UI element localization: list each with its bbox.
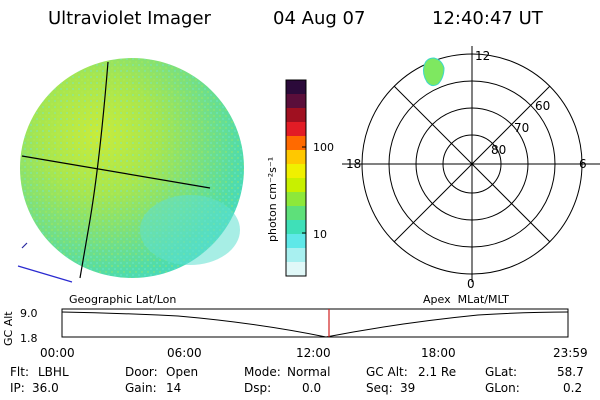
colorbar-cell	[286, 122, 306, 137]
colorbar-panel: photon cm⁻²s⁻¹	[266, 79, 307, 277]
polar-diagonal-line	[393, 85, 551, 243]
colorbar-tick-100: 100	[313, 141, 334, 154]
timeline-left-caption: Geographic Lat/Lon	[69, 293, 177, 306]
timeline-xtick-2: 12:00	[296, 346, 331, 360]
timeline-ytick-low: 1.8	[20, 332, 38, 345]
status-flt-label: Flt:	[10, 365, 29, 379]
status-flt-value: LBHL	[38, 365, 69, 379]
image-date: 04 Aug 07	[273, 8, 366, 29]
status-glat-label: GLat:	[485, 365, 518, 379]
auroral-blob	[422, 57, 445, 87]
status-door-value: Open	[166, 365, 199, 379]
status-ip-label: IP:	[10, 381, 25, 395]
uv-image-panel	[17, 58, 244, 283]
mlat-label-60: 60	[535, 99, 550, 113]
timeline-xtick-4: 23:59	[553, 346, 588, 360]
status-glon-label: GLon:	[485, 381, 520, 395]
mlat-label-70: 70	[514, 121, 529, 135]
timeline-plot	[61, 308, 569, 338]
status-dsp-value: 0.0	[302, 381, 322, 395]
orbit-track-line	[17, 265, 73, 283]
timeline-xtick-3: 18:00	[421, 346, 456, 360]
colorbar-unit-label: photon cm⁻²s⁻¹	[266, 157, 279, 242]
colorbar-cell	[286, 206, 306, 221]
colorbar-cell	[286, 150, 306, 165]
timeline-ytick-high: 9.0	[20, 307, 38, 320]
polar-mlat-mlt-plot: 12 18 6 0 60 70 80	[342, 46, 600, 291]
colorbar-cell	[286, 136, 306, 151]
colorbar-cell	[286, 164, 306, 179]
timeline-right-caption: Apex MLat/MLT	[423, 293, 509, 306]
status-glon-value: 0.2	[563, 381, 583, 395]
image-time: 12:40:47 UT	[432, 8, 543, 29]
timeline-xtick-0: 00:00	[40, 346, 75, 360]
status-gcalt-value: 2.1 Re	[418, 365, 457, 379]
status-ip-value: 36.0	[32, 381, 59, 395]
geo-grid-line	[21, 155, 211, 189]
mlt-label-18: 18	[346, 157, 361, 171]
status-gain-label: Gain:	[125, 381, 157, 395]
colorbar-cell	[286, 220, 306, 235]
geo-grid-line	[79, 61, 109, 279]
mlt-label-0: 0	[467, 277, 475, 291]
status-seq-value: 39	[400, 381, 416, 395]
colorbar-tick-10: 10	[313, 228, 327, 241]
colorbar-cell	[286, 248, 306, 263]
status-dsp-label: Dsp:	[244, 381, 272, 395]
colorbar-cell	[286, 80, 306, 95]
altitude-curve	[61, 311, 569, 338]
status-mode-value: Normal	[287, 365, 331, 379]
colorbar-cell	[286, 94, 306, 109]
timeline-y-axis-label: GC Alt	[2, 311, 15, 346]
mlat-label-80: 80	[491, 143, 506, 157]
mlt-label-12: 12	[475, 49, 490, 63]
status-gain-value: 14	[166, 381, 182, 395]
status-seq-label: Seq:	[366, 381, 393, 395]
app-title: Ultraviolet Imager	[48, 8, 211, 29]
colorbar-cell	[286, 192, 306, 207]
status-mode-label: Mode:	[244, 365, 281, 379]
status-door-label: Door:	[125, 365, 158, 379]
timeline-xtick-1: 06:00	[167, 346, 202, 360]
colorbar-cell	[286, 234, 306, 249]
mlt-label-6: 6	[579, 157, 587, 171]
colorbar-cell	[286, 262, 306, 277]
colorbar-cell	[286, 108, 306, 123]
status-glat-value: 58.7	[557, 365, 584, 379]
timeline-frame	[61, 308, 569, 338]
status-gcalt-label: GC Alt:	[366, 365, 408, 379]
colorbar-cell	[286, 178, 306, 193]
